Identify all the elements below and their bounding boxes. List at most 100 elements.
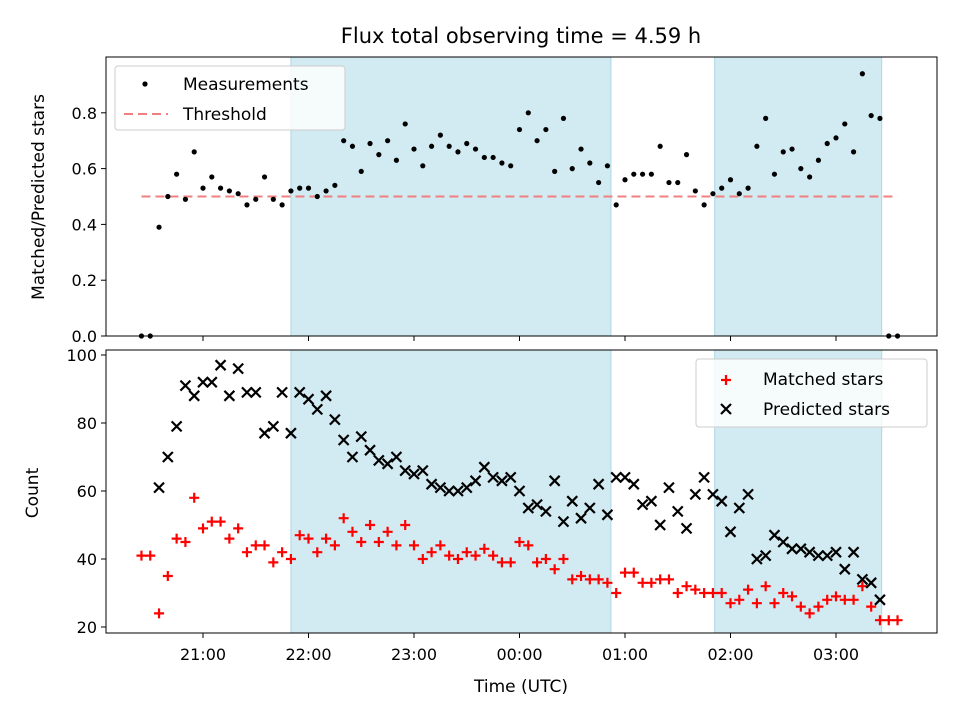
matched-star-point bbox=[496, 557, 507, 568]
measurement-point bbox=[200, 185, 206, 191]
predicted-star-point bbox=[214, 359, 227, 371]
matched-star-point bbox=[479, 543, 490, 554]
x-tick-label: 01:00 bbox=[602, 645, 648, 664]
matched-star-point bbox=[707, 588, 718, 598]
matched-star-point bbox=[233, 523, 244, 534]
predicted-star-point bbox=[689, 488, 702, 501]
measurement-point bbox=[833, 135, 839, 141]
x-axis-label: Time (UTC) bbox=[473, 677, 568, 697]
matched-star-point bbox=[593, 574, 604, 585]
predicted-star-point bbox=[742, 488, 754, 501]
matched-star-point bbox=[444, 550, 455, 561]
y-tick-label: 100 bbox=[66, 346, 97, 365]
predicted-star-point bbox=[285, 427, 297, 439]
measurement-point bbox=[516, 126, 523, 133]
predicted-star-point bbox=[469, 475, 482, 487]
measurement-point bbox=[367, 140, 373, 147]
measurement-point bbox=[156, 224, 162, 230]
matched-star-point bbox=[760, 581, 771, 592]
measurement-point bbox=[534, 138, 540, 144]
measurement-point bbox=[217, 185, 224, 191]
measurement-point bbox=[437, 132, 443, 138]
matched-star-point bbox=[189, 492, 200, 503]
measurement-point bbox=[446, 143, 452, 149]
matched-star-point bbox=[145, 550, 156, 561]
measurement-point bbox=[754, 143, 760, 149]
matched-star-point bbox=[198, 523, 208, 534]
legend-box bbox=[114, 65, 346, 131]
chart-title: Flux total observing time = 4.59 h bbox=[341, 24, 701, 48]
measurement-point bbox=[226, 188, 232, 194]
matched-star-point bbox=[892, 615, 903, 626]
matched-star-point bbox=[505, 557, 516, 568]
matched-star-point bbox=[787, 591, 798, 602]
measurement-point bbox=[376, 152, 382, 158]
predicted-star-point bbox=[865, 577, 877, 589]
predicted-star-point bbox=[601, 509, 614, 521]
measurement-point bbox=[859, 71, 865, 77]
matched-star-point bbox=[725, 598, 736, 609]
matched-star-point bbox=[699, 588, 710, 598]
matched-star-point bbox=[338, 513, 349, 524]
predicted-star-point bbox=[566, 495, 579, 507]
matched-star-point bbox=[250, 540, 261, 551]
y-tick-label: 80 bbox=[77, 414, 97, 433]
predicted-star-point bbox=[821, 549, 833, 562]
measurement-point bbox=[850, 149, 857, 155]
legend-marker-predicted bbox=[720, 403, 732, 415]
legend-marker-measurements bbox=[142, 81, 148, 87]
measurement-point bbox=[525, 110, 531, 116]
y-tick-label: 0.2 bbox=[72, 271, 97, 290]
predicted-star-point bbox=[487, 471, 499, 484]
matched-star-point bbox=[681, 581, 692, 592]
predicted-star-point bbox=[715, 495, 728, 507]
matched-star-point bbox=[822, 594, 833, 605]
measurement-point bbox=[569, 166, 575, 172]
predicted-star-point bbox=[346, 451, 359, 463]
measurement-point bbox=[472, 146, 479, 152]
legend-label-measurements: Measurements bbox=[183, 75, 309, 95]
predicted-star-point bbox=[399, 464, 411, 477]
measurement-point bbox=[420, 163, 426, 169]
matched-star-point bbox=[329, 540, 340, 551]
measurement-point bbox=[174, 171, 180, 177]
matched-star-point bbox=[224, 533, 235, 544]
x-tick-label: 02:00 bbox=[707, 645, 753, 664]
measurement-point bbox=[191, 149, 197, 155]
predicted-star-point bbox=[452, 485, 464, 497]
measurement-point bbox=[314, 193, 320, 200]
predicted-star-point bbox=[522, 502, 535, 514]
predicted-star-point bbox=[329, 413, 341, 426]
predicted-star-point bbox=[311, 403, 324, 416]
measurement-point bbox=[560, 115, 567, 121]
matched-star-point bbox=[321, 533, 332, 544]
matched-star-point bbox=[356, 537, 367, 547]
measurement-point bbox=[763, 115, 769, 121]
y-tick-label: 20 bbox=[77, 618, 97, 637]
predicted-star-point bbox=[830, 546, 842, 558]
bottom-legend: Matched stars Predicted stars bbox=[695, 358, 928, 428]
measurement-point bbox=[244, 202, 250, 208]
matched-star-point bbox=[672, 588, 683, 598]
predicted-star-point bbox=[276, 386, 288, 399]
matched-star-point bbox=[646, 577, 657, 588]
predicted-star-point bbox=[777, 536, 790, 548]
matched-star-point bbox=[391, 540, 402, 551]
matched-star-point bbox=[813, 601, 824, 612]
measurement-point bbox=[297, 185, 303, 191]
predicted-star-point bbox=[548, 475, 561, 487]
predicted-star-point bbox=[197, 376, 209, 388]
measurement-point bbox=[235, 191, 241, 197]
measurement-point bbox=[727, 177, 734, 183]
matched-star-point bbox=[883, 615, 894, 626]
matched-star-point bbox=[206, 516, 217, 527]
matched-star-point bbox=[365, 520, 376, 530]
predicted-star-point bbox=[584, 502, 596, 514]
predicted-star-point bbox=[786, 543, 798, 555]
matched-star-point bbox=[804, 608, 815, 619]
predicted-star-point bbox=[293, 386, 306, 399]
predicted-star-point bbox=[153, 481, 165, 494]
predicted-star-point bbox=[671, 505, 684, 518]
predicted-star-point bbox=[337, 434, 350, 446]
